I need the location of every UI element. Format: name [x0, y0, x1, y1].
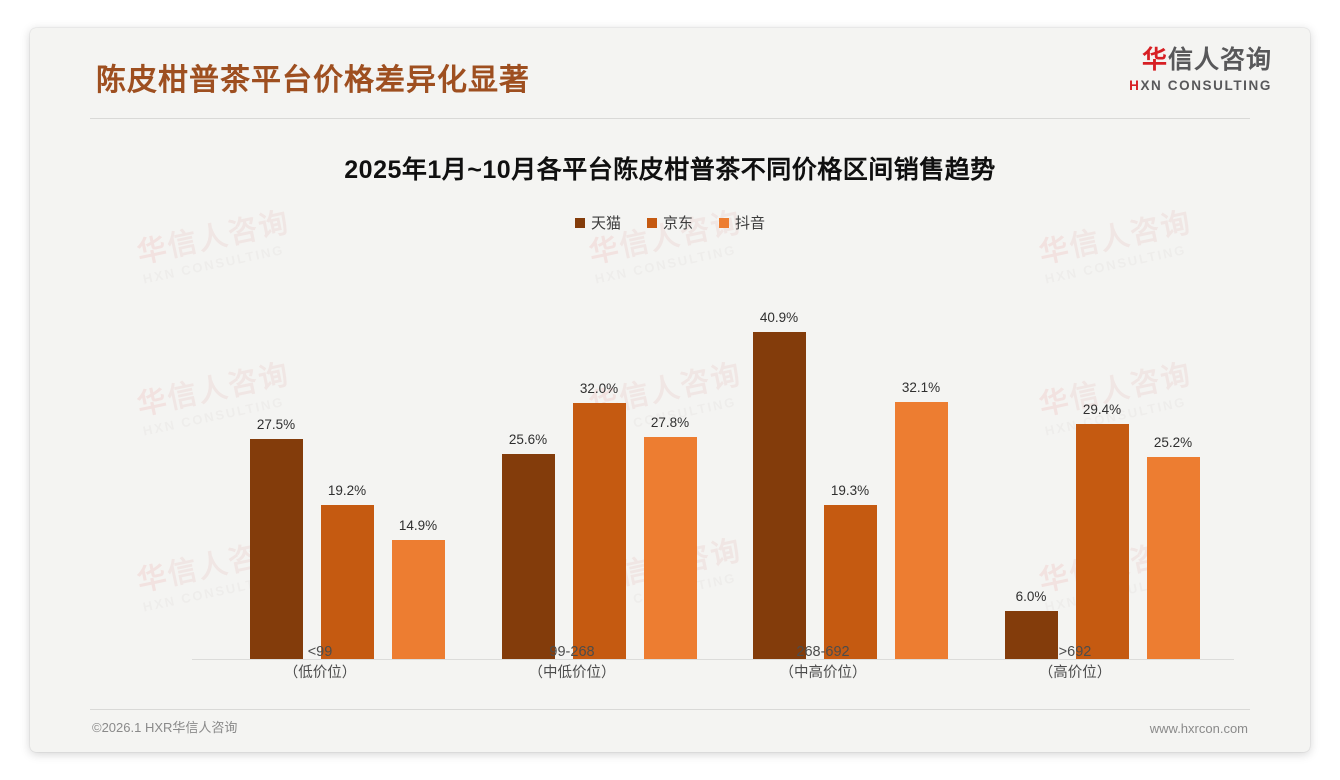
- bar-column[interactable]: 19.2%: [320, 299, 374, 659]
- bar[interactable]: [894, 402, 948, 659]
- bar[interactable]: [643, 437, 697, 659]
- bar[interactable]: [249, 439, 303, 659]
- bar[interactable]: [501, 454, 555, 659]
- watermark-cn-accent: 华: [1036, 232, 1074, 270]
- legend-swatch-tmall: [574, 217, 585, 228]
- bar-group: 25.6% 32.0% 27.8%: [484, 299, 714, 659]
- chart-title: 2025年1月~10月各平台陈皮柑普茶不同价格区间销售趋势: [344, 156, 996, 184]
- legend-item-tmall[interactable]: 天猫: [574, 212, 621, 233]
- legend-label-jd: 京东: [662, 215, 693, 232]
- category-label-range: 268-692: [796, 644, 850, 660]
- bar-value-label: 32.1%: [901, 380, 941, 395]
- slide-header: 陈皮柑普茶平台价格差异化显著 华信人咨询 HXN CONSULTING: [30, 28, 1310, 118]
- chart-legend: 天猫 京东 抖音: [30, 212, 1310, 233]
- logo-accent-char: 华: [1141, 46, 1168, 74]
- bar-value-label: 14.9%: [398, 518, 438, 533]
- watermark-cn-accent: 华: [134, 232, 172, 270]
- bar-value-label: 27.5%: [256, 417, 296, 432]
- bar-group: 27.5% 19.2% 14.9%: [232, 299, 462, 659]
- bar-value-label: 27.8%: [650, 415, 690, 430]
- legend-item-douyin[interactable]: 抖音: [719, 212, 765, 233]
- bar-value-label: 29.4%: [1082, 402, 1122, 417]
- chart-plot-area: 27.5% 19.2% 14.9% 25.6% 32.0% 27.8% 40.9% 19.3%…: [90, 268, 1250, 681]
- bar-column[interactable]: 19.3%: [823, 299, 877, 659]
- category-label-tier: （中低价位）: [528, 665, 616, 682]
- legend-label-douyin: 抖音: [735, 215, 766, 232]
- bar[interactable]: [1146, 457, 1200, 659]
- page-title: 陈皮柑普茶平台价格差异化显著: [96, 64, 530, 97]
- bar-group: 6.0% 29.4% 25.2%: [987, 299, 1217, 659]
- bar-value-label: 19.3%: [830, 483, 870, 498]
- bar-column[interactable]: 6.0%: [1004, 299, 1058, 659]
- category-label-tier: （低价位）: [283, 665, 357, 682]
- legend-swatch-jd: [646, 217, 657, 228]
- bar-column[interactable]: 27.5%: [249, 299, 303, 659]
- bar[interactable]: [572, 403, 626, 659]
- bar-column[interactable]: 29.4%: [1075, 299, 1129, 659]
- bar-group: 40.9% 19.3% 32.1%: [735, 299, 965, 659]
- category-label-range: 99-268: [549, 644, 595, 660]
- footer-copyright: ©2026.1 HXR华信人咨询: [92, 720, 238, 735]
- bar-column[interactable]: 27.8%: [643, 299, 697, 659]
- bar-value-label: 40.9%: [759, 310, 799, 325]
- category-label: 268-692 （中高价位）: [780, 642, 867, 684]
- legend-label-tmall: 天猫: [590, 215, 621, 232]
- bar-column[interactable]: 32.1%: [894, 299, 948, 659]
- bar[interactable]: [1075, 424, 1129, 659]
- x-axis-line: [192, 659, 1234, 660]
- category-label-tier: （高价位）: [1038, 665, 1112, 682]
- bar-value-label: 25.2%: [1153, 435, 1193, 450]
- bar-column[interactable]: 32.0%: [572, 299, 626, 659]
- footer-divider: [90, 709, 1250, 710]
- bar-column[interactable]: 25.6%: [501, 299, 555, 659]
- footer-website: www.hxrcon.com: [1149, 721, 1248, 736]
- watermark-cn-accent: 华: [586, 232, 624, 270]
- bar-column[interactable]: 14.9%: [391, 299, 445, 659]
- bar-value-label: 6.0%: [1015, 589, 1047, 604]
- slide-card: 华信人咨询 HXN CONSULTING 华信人咨询 HXN CONSULTIN…: [30, 28, 1310, 752]
- category-label-tier: （中高价位）: [779, 665, 867, 682]
- bar-value-label: 32.0%: [579, 381, 619, 396]
- bar-column[interactable]: 25.2%: [1146, 299, 1200, 659]
- legend-item-jd[interactable]: 京东: [646, 212, 693, 233]
- category-label-range: <99: [307, 644, 333, 660]
- category-label: >692 （高价位）: [1039, 642, 1112, 684]
- company-logo: 华信人咨询 HXN CONSULTING: [1129, 48, 1272, 93]
- bar[interactable]: [320, 505, 374, 659]
- bar[interactable]: [823, 505, 877, 659]
- logo-english: HXN CONSULTING: [1129, 79, 1272, 93]
- logo-english-accent: H: [1129, 78, 1141, 93]
- category-label: 99-268 （中低价位）: [529, 642, 616, 684]
- bar[interactable]: [752, 332, 806, 659]
- bar-value-label: 19.2%: [327, 483, 367, 498]
- logo-english-rest: XN CONSULTING: [1140, 78, 1272, 93]
- logo-chinese: 华信人咨询: [1129, 48, 1272, 73]
- bar-value-label: 25.6%: [508, 432, 548, 447]
- bar-column[interactable]: 40.9%: [752, 299, 806, 659]
- bar[interactable]: [1004, 611, 1058, 659]
- category-label: <99 （低价位）: [284, 642, 357, 684]
- bar[interactable]: [391, 540, 445, 659]
- legend-swatch-douyin: [719, 217, 729, 228]
- logo-chinese-rest: 信人咨询: [1167, 46, 1272, 74]
- header-divider: [90, 118, 1250, 119]
- category-label-range: >692: [1058, 644, 1092, 660]
